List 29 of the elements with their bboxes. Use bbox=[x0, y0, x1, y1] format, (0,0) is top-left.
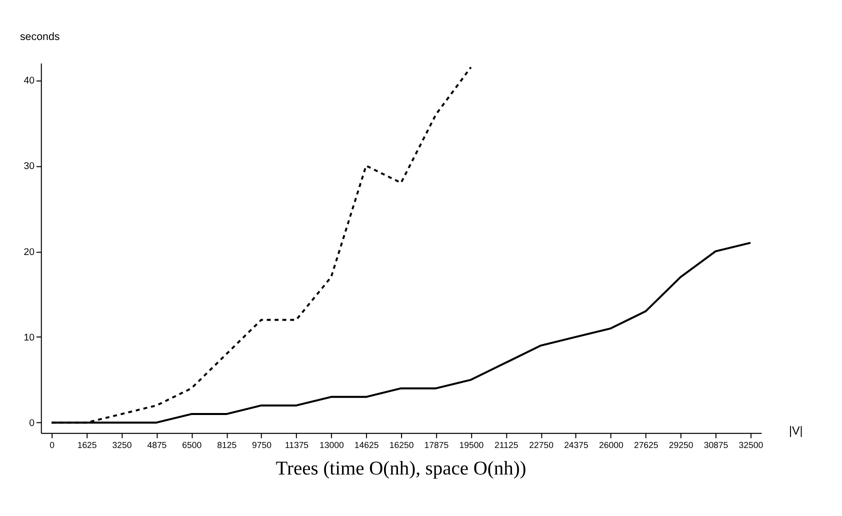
x-tick-label: 11375 bbox=[284, 440, 309, 450]
x-tick-label: 6500 bbox=[182, 440, 202, 450]
x-tick-label: 16250 bbox=[389, 440, 414, 450]
y-tick-label: 0 bbox=[29, 418, 36, 429]
text: Trees (time O(nh), space O(nh)) bbox=[276, 458, 526, 480]
x-tick-label: 4875 bbox=[147, 440, 167, 450]
y-axis-title: seconds bbox=[20, 31, 60, 44]
x-tick-label: 29250 bbox=[668, 440, 694, 450]
x-tick-label: 21125 bbox=[494, 440, 518, 450]
x-tick-label: 24375 bbox=[564, 440, 589, 450]
x-tick-label: 26000 bbox=[599, 440, 624, 450]
x-tick-label: 3250 bbox=[112, 440, 132, 450]
x-axis-title: |V| bbox=[788, 424, 803, 438]
y-tick-label: 40 bbox=[24, 76, 36, 87]
x-tick-label: 8125 bbox=[217, 440, 237, 450]
x-tick-label: 9750 bbox=[252, 440, 272, 450]
y-tick-label: 10 bbox=[24, 332, 36, 344]
x-tick-label: 14625 bbox=[354, 440, 379, 450]
x-tick-label: 13000 bbox=[319, 440, 344, 450]
x-tick-label: 17875 bbox=[424, 440, 449, 450]
x-tick-label: 30875 bbox=[704, 440, 728, 450]
y-tick-label: 20 bbox=[24, 246, 36, 258]
x-tick-label: 0 bbox=[50, 440, 55, 450]
y-tick-label: 30 bbox=[24, 161, 36, 172]
x-tick-label: 19500 bbox=[459, 440, 484, 450]
x-tick-label: 32500 bbox=[738, 440, 764, 450]
x-tick-label: 27625 bbox=[634, 440, 658, 450]
x-tick-label: 22750 bbox=[529, 440, 554, 450]
x-tick-label: 1625 bbox=[77, 440, 97, 450]
